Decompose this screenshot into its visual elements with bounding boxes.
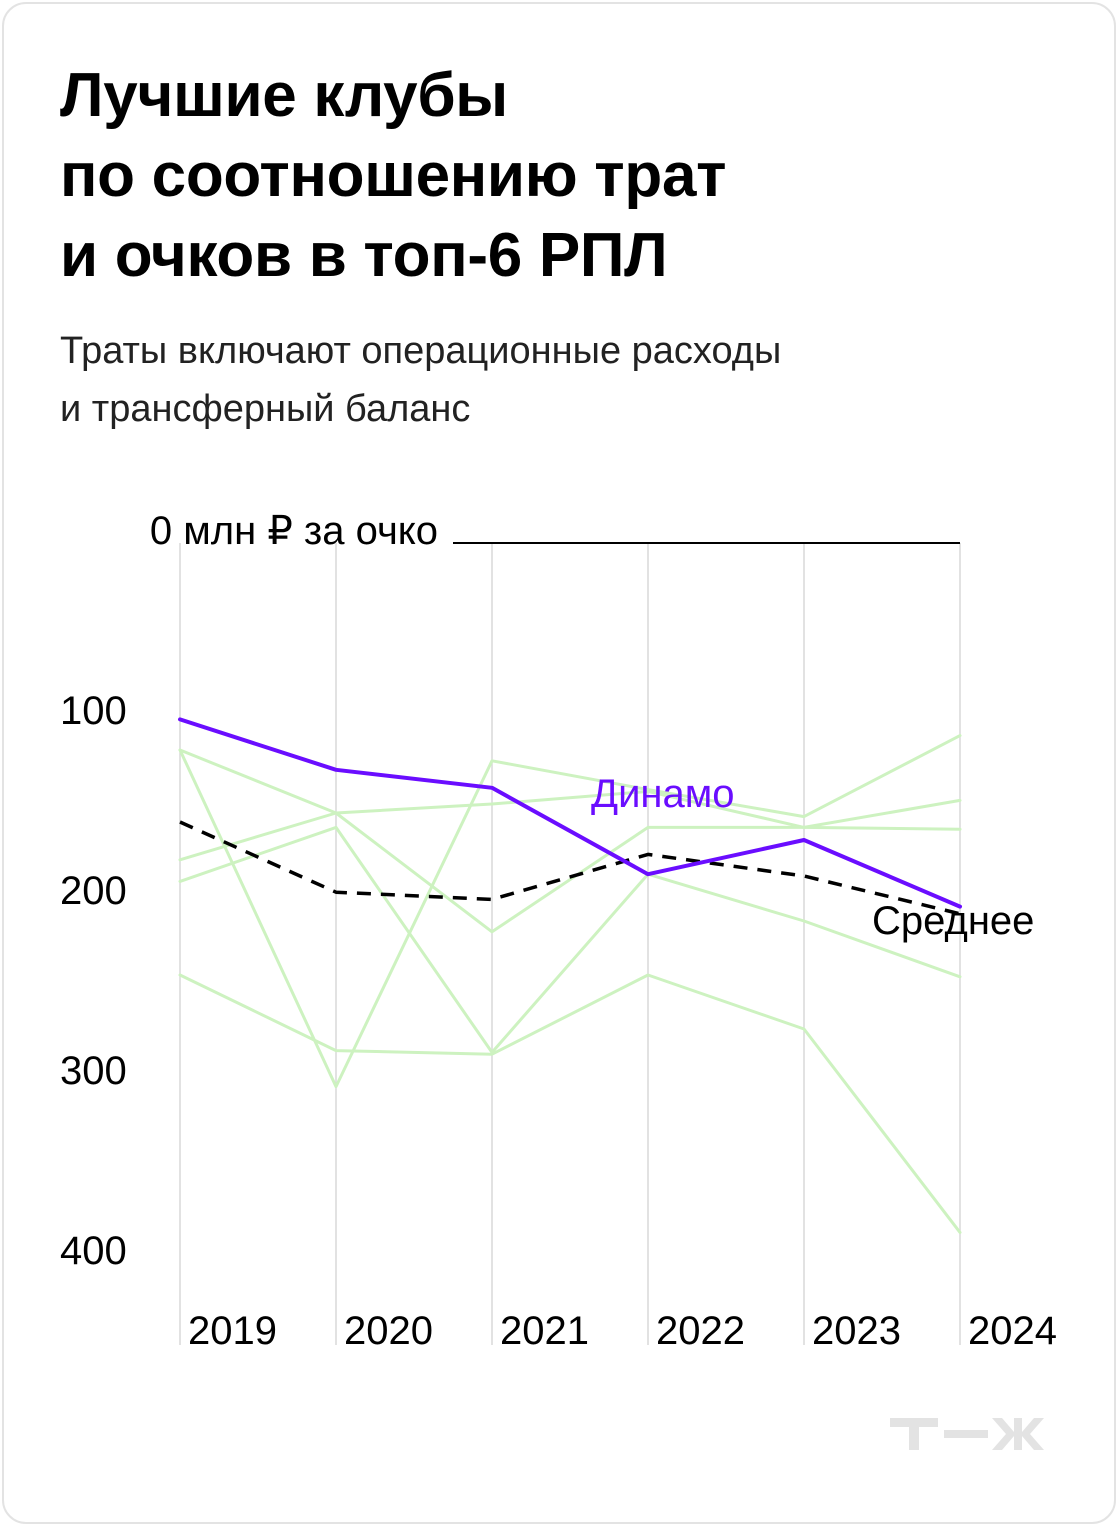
title-line-2: по соотношению трат — [60, 141, 727, 210]
dinamo-series-label: Динамо — [591, 772, 735, 816]
other-club-line-5 — [178, 973, 962, 1234]
y-tick-label-0: 0 млн ₽ за очко — [150, 509, 438, 553]
average-line — [179, 820, 961, 916]
chart-subtitle: Траты включают операционные расходы и тр… — [60, 322, 1060, 438]
axis-labels: 0 млн ₽ за очко 100 200 300 400 2019 202… — [60, 509, 1057, 1353]
chart-title: Лучшие клубы по соотношению трат и очков… — [60, 56, 1060, 296]
x-tick-label-2023: 2023 — [812, 1309, 901, 1353]
other-club-line-4 — [178, 825, 962, 1054]
title-line-1: Лучшие клубы — [60, 61, 508, 130]
y-tick-label-400: 400 — [60, 1229, 127, 1273]
y-tick-label-200: 200 — [60, 869, 127, 913]
title-line-3: и очков в топ-6 РПЛ — [60, 221, 668, 290]
average-series-label: Среднее — [872, 899, 1034, 943]
other-clubs-series — [178, 734, 962, 1234]
tzh-logo-mark — [890, 1418, 1044, 1450]
other-club-line-3 — [178, 789, 962, 862]
subtitle-line-1: Траты включают операционные расходы — [60, 330, 782, 372]
x-tick-label-2022: 2022 — [656, 1309, 745, 1353]
x-tick-label-2020: 2020 — [344, 1309, 433, 1353]
x-tick-label-2019: 2019 — [188, 1309, 277, 1353]
grid-lines — [179, 542, 961, 1345]
other-club-line-1 — [178, 748, 962, 934]
other-club-line-2 — [178, 734, 962, 1089]
y-tick-label-100: 100 — [60, 689, 127, 733]
tzh-logo — [890, 1418, 1044, 1450]
dinamo-line — [178, 717, 962, 909]
average-series — [179, 820, 961, 916]
x-tick-label-2021: 2021 — [500, 1309, 589, 1353]
y-tick-label-300: 300 — [60, 1049, 127, 1093]
dinamo-series — [178, 717, 962, 909]
subtitle-line-2: и трансферный баланс — [60, 388, 471, 430]
x-tick-label-2024: 2024 — [968, 1309, 1057, 1353]
